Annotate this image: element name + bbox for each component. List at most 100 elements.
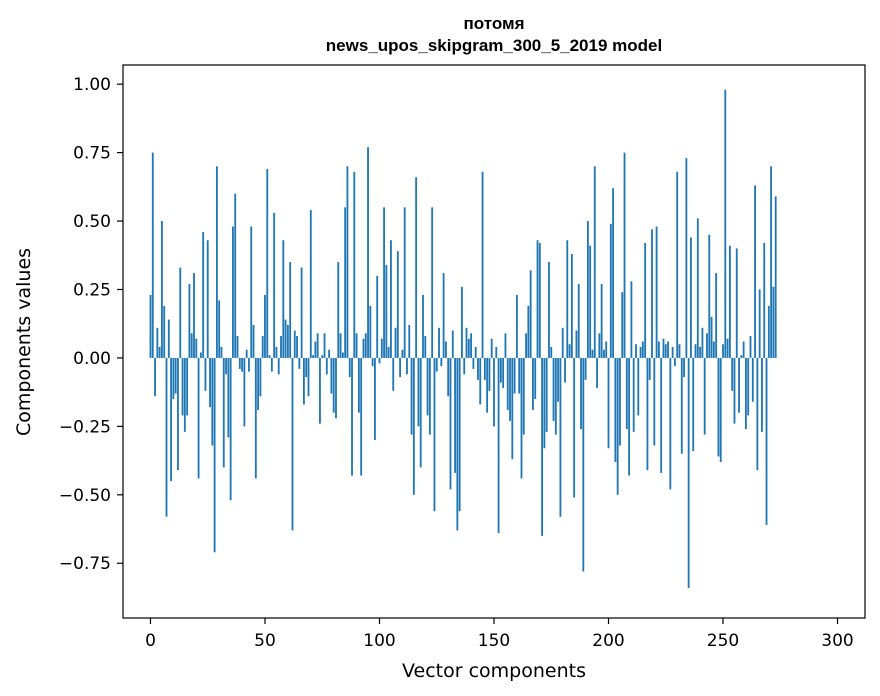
bar bbox=[277, 357, 280, 375]
bar bbox=[616, 357, 619, 495]
bar bbox=[738, 357, 740, 413]
bar bbox=[213, 357, 216, 553]
bar bbox=[199, 352, 202, 358]
bar bbox=[351, 357, 353, 476]
bar bbox=[401, 349, 404, 358]
bar bbox=[534, 357, 537, 399]
bar bbox=[170, 357, 173, 482]
bar bbox=[195, 338, 198, 358]
bar bbox=[582, 357, 585, 572]
bar bbox=[186, 357, 189, 416]
bar bbox=[502, 357, 505, 389]
bar bbox=[708, 234, 711, 358]
bar bbox=[742, 341, 745, 358]
bar bbox=[674, 357, 676, 367]
bar bbox=[353, 171, 356, 358]
bar bbox=[687, 357, 690, 588]
bar bbox=[648, 357, 651, 380]
bar bbox=[424, 336, 427, 358]
bar bbox=[369, 305, 372, 358]
bar bbox=[291, 357, 294, 531]
bar bbox=[694, 344, 697, 358]
bar bbox=[250, 226, 253, 358]
bar bbox=[307, 357, 310, 397]
bar bbox=[360, 357, 363, 476]
bar bbox=[245, 349, 248, 358]
bar bbox=[557, 357, 560, 402]
bar bbox=[426, 357, 429, 416]
bar bbox=[589, 245, 592, 358]
bar bbox=[179, 267, 182, 358]
bar bbox=[332, 357, 335, 413]
bar bbox=[158, 346, 161, 358]
bar bbox=[575, 330, 578, 358]
bar bbox=[273, 212, 276, 358]
bar bbox=[660, 357, 663, 473]
bar bbox=[696, 218, 699, 358]
bar bbox=[561, 327, 564, 358]
bar bbox=[664, 344, 667, 358]
bar bbox=[319, 357, 321, 424]
bar bbox=[614, 357, 617, 462]
bar bbox=[394, 327, 397, 358]
bar bbox=[371, 357, 374, 367]
bar bbox=[454, 357, 456, 473]
bar bbox=[671, 346, 674, 358]
bar bbox=[392, 357, 395, 391]
bar bbox=[733, 357, 736, 424]
bar bbox=[257, 357, 260, 410]
bar bbox=[357, 357, 360, 413]
bar bbox=[390, 240, 392, 358]
bar bbox=[566, 240, 569, 358]
bar bbox=[156, 327, 159, 358]
x-tick-label: 250 bbox=[707, 631, 739, 651]
bar bbox=[218, 300, 221, 358]
bar bbox=[554, 357, 557, 435]
bar bbox=[676, 171, 679, 358]
bar bbox=[483, 357, 486, 380]
bar bbox=[504, 333, 507, 358]
bar bbox=[438, 327, 440, 358]
bar bbox=[767, 305, 770, 358]
bar bbox=[362, 338, 365, 358]
bar bbox=[568, 344, 571, 358]
bar bbox=[444, 341, 447, 358]
bar bbox=[286, 325, 289, 358]
bar bbox=[632, 357, 635, 432]
bar bbox=[321, 355, 324, 358]
bar bbox=[715, 273, 718, 358]
bar bbox=[289, 262, 292, 358]
bar bbox=[328, 349, 331, 358]
bar bbox=[593, 166, 596, 358]
x-tick-label: 200 bbox=[592, 631, 624, 651]
bar bbox=[522, 357, 525, 435]
bar bbox=[710, 316, 713, 358]
bar bbox=[300, 267, 303, 358]
bar bbox=[577, 284, 580, 358]
bar bbox=[380, 338, 383, 358]
bar bbox=[532, 357, 534, 410]
bar bbox=[765, 357, 768, 525]
bar bbox=[580, 357, 582, 430]
bar bbox=[227, 357, 230, 438]
bar bbox=[254, 357, 257, 479]
bar bbox=[305, 357, 308, 378]
bar bbox=[419, 357, 422, 468]
bar bbox=[266, 169, 269, 358]
bar bbox=[241, 357, 243, 372]
bar bbox=[337, 262, 340, 358]
bar bbox=[770, 166, 773, 358]
bar bbox=[499, 357, 502, 383]
bar bbox=[193, 273, 195, 358]
bar bbox=[417, 357, 420, 427]
bar bbox=[754, 185, 756, 358]
bar bbox=[678, 344, 681, 358]
bar bbox=[731, 357, 734, 391]
bar bbox=[376, 275, 379, 358]
bar bbox=[264, 294, 266, 358]
bar bbox=[726, 338, 729, 358]
bar bbox=[609, 223, 612, 358]
bar bbox=[490, 338, 493, 358]
bars-group bbox=[149, 89, 777, 588]
